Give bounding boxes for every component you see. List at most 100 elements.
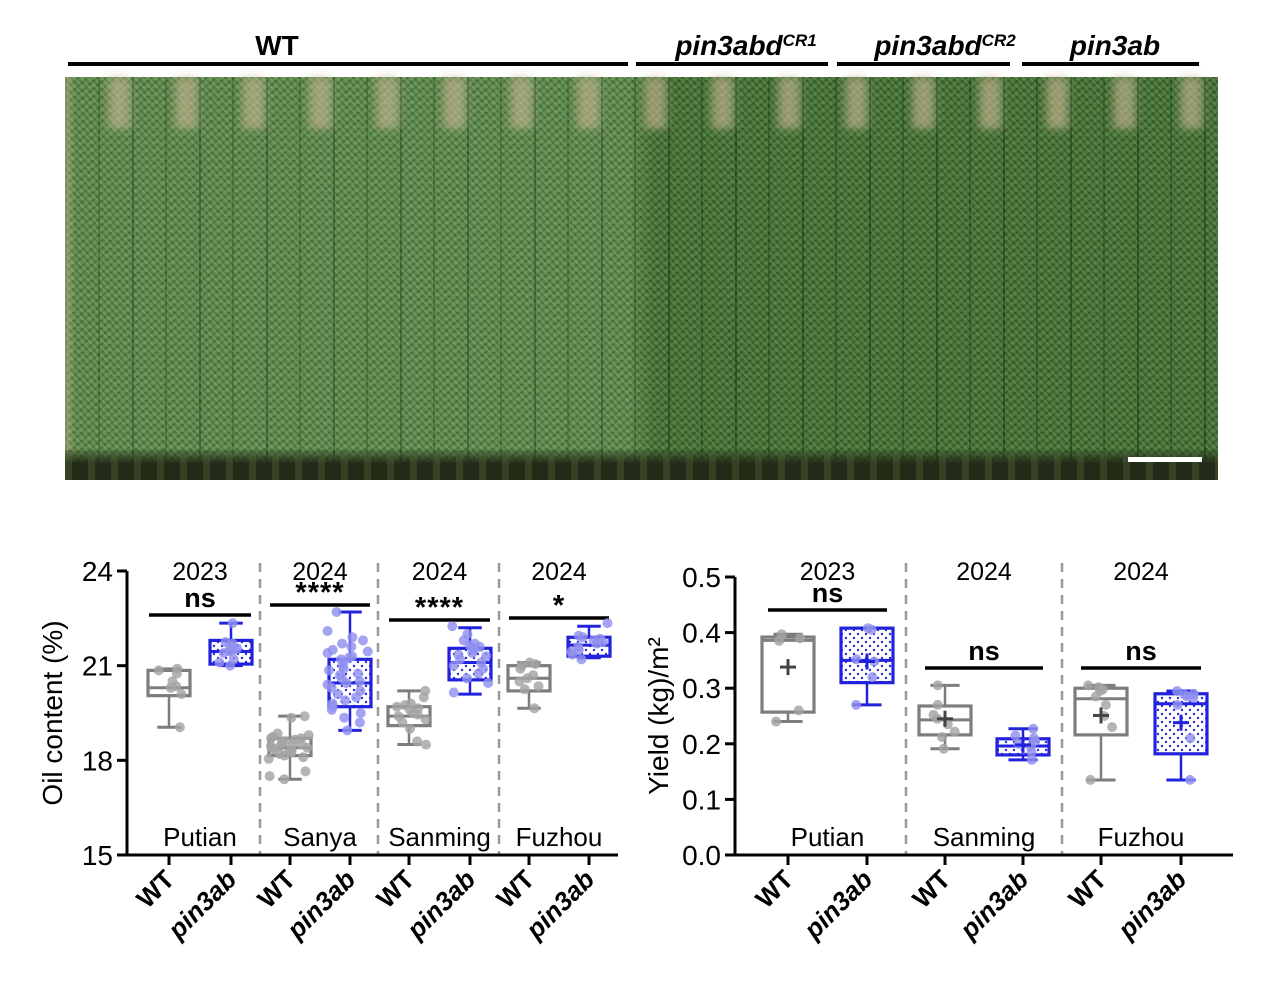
data-point: [576, 654, 587, 665]
data-point: [1026, 747, 1037, 758]
genotype-label-pin3abd-cr2: pin3abdCR2: [874, 26, 1015, 61]
y-tick-label: 0.3: [682, 673, 721, 704]
x-tick-label: WT: [906, 864, 956, 914]
genotype-label-text: pin3ab: [1069, 30, 1161, 61]
year-label: 2024: [531, 558, 587, 586]
data-point: [529, 703, 540, 714]
data-point: [421, 739, 431, 750]
data-point: [324, 665, 334, 676]
data-point: [354, 717, 365, 728]
data-point: [851, 654, 862, 665]
data-point: [1026, 754, 1037, 765]
data-point: [302, 742, 313, 753]
photo-header: WT pin3abdCR1 pin3abdCR2 pin3ab: [0, 0, 1269, 77]
x-tick-label: WT: [1062, 864, 1112, 914]
data-point: [567, 649, 578, 660]
data-point: [1010, 730, 1021, 741]
data-point: [473, 668, 484, 679]
box-putian-wt: [760, 629, 816, 727]
data-point: [1185, 733, 1196, 744]
data-point: [795, 633, 805, 644]
data-point: [1100, 699, 1111, 710]
data-point: [353, 668, 363, 679]
data-point: [322, 648, 333, 658]
x-tick-label: WT: [370, 864, 420, 914]
significance-label: ns: [1125, 636, 1157, 666]
data-point: [337, 638, 348, 649]
data-point: [530, 659, 541, 670]
box-sanming-pin3ab: [995, 723, 1051, 765]
year-label: 2024: [956, 558, 1012, 586]
significance-label: ns: [812, 578, 844, 608]
data-point: [355, 708, 366, 718]
data-point: [448, 660, 459, 671]
box-sanming-wt: [386, 685, 432, 750]
year-label: 2024: [1113, 558, 1169, 586]
data-point: [326, 704, 337, 715]
y-tick-label: 24: [82, 556, 113, 587]
data-point: [937, 732, 948, 743]
y-tick-label: 0.4: [682, 618, 721, 649]
data-point: [522, 673, 533, 684]
location-label: Putian: [163, 822, 237, 852]
data-point: [171, 668, 182, 679]
y-tick-label: 21: [82, 651, 113, 682]
location-label: Fuzhou: [1098, 822, 1185, 852]
data-point: [412, 709, 423, 720]
data-point: [514, 676, 525, 687]
significance-label: ****: [295, 577, 344, 609]
data-point: [298, 752, 309, 763]
y-tick-label: 0.5: [682, 562, 721, 593]
y-tick-label: 15: [82, 840, 113, 871]
data-point: [412, 736, 423, 747]
genotype-label-text: WT: [255, 30, 299, 61]
data-point: [533, 681, 544, 692]
data-point: [932, 699, 943, 710]
y-tick-label: 0.1: [682, 784, 721, 815]
data-point: [461, 673, 472, 684]
data-point: [279, 750, 290, 761]
location-label: Sanya: [283, 822, 357, 852]
data-point: [515, 663, 526, 674]
data-point: [279, 774, 290, 785]
data-point: [165, 682, 176, 693]
data-point: [447, 621, 458, 632]
box-fuzhou-wt: [506, 657, 552, 714]
data-point: [322, 626, 333, 636]
genotype-label-text: pin3abd: [675, 30, 783, 61]
x-tick-label: WT: [749, 864, 799, 914]
significance-label: ****: [415, 592, 464, 624]
y-axis-title: Oil content (%): [37, 620, 68, 805]
data-point: [483, 678, 494, 688]
data-point: [286, 712, 297, 723]
data-point: [397, 717, 408, 728]
data-point: [418, 692, 429, 703]
data-point: [455, 654, 466, 665]
data-point: [346, 641, 357, 652]
data-point: [331, 607, 342, 617]
box-putian-wt: [146, 663, 192, 733]
y-axis-title: Yield (kg)/m²: [643, 637, 674, 795]
data-point: [263, 753, 274, 764]
data-point: [153, 665, 164, 676]
x-tick-label: WT: [130, 864, 180, 914]
data-point: [867, 672, 878, 683]
significance-label: *: [553, 590, 565, 622]
data-point: [218, 648, 229, 658]
data-point: [341, 678, 352, 688]
genotype-label-sup: CR1: [782, 31, 817, 50]
data-point: [1083, 680, 1094, 691]
year-label: 2023: [172, 558, 228, 586]
location-label: Fuzhou: [516, 822, 603, 852]
data-point: [949, 726, 960, 737]
significance-label: ns: [968, 636, 1000, 666]
box-putian-pin3ab: [839, 623, 895, 710]
y-tick-label: 18: [82, 745, 113, 776]
data-point: [405, 723, 415, 734]
box-fuzhou-pin3ab: [566, 618, 613, 665]
data-point: [793, 705, 804, 716]
x-tick-label: pin3ab: [161, 864, 242, 945]
